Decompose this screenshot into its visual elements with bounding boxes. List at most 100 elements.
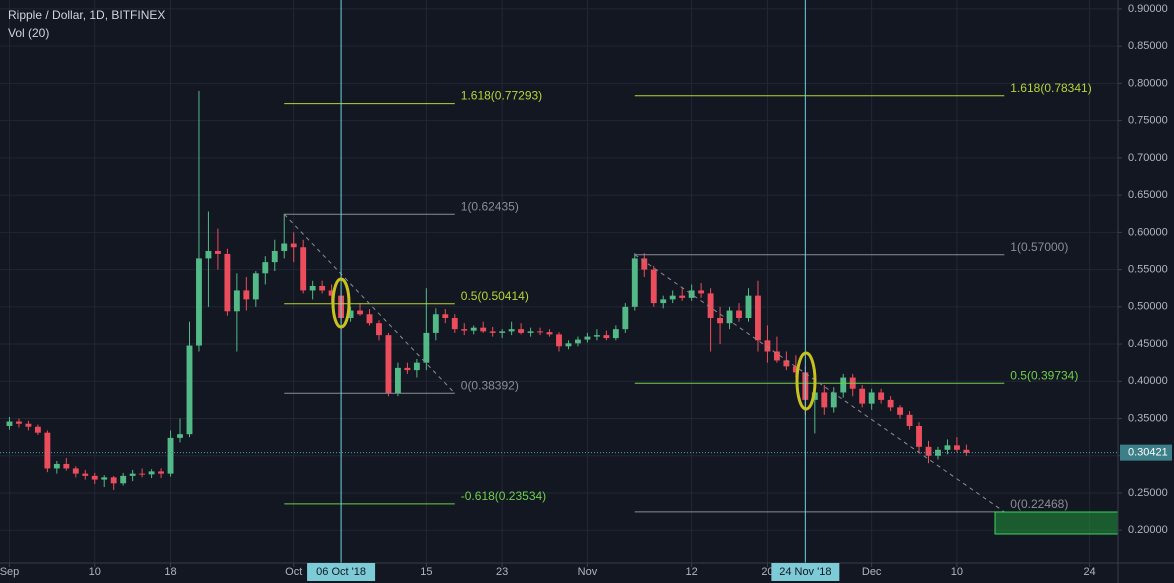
candle-body — [25, 423, 32, 427]
y-tick-label: 0.90000 — [1128, 3, 1168, 15]
candle-body — [821, 392, 828, 408]
fib-label: 1.618(0.77293) — [461, 89, 542, 103]
candle-body — [357, 310, 363, 315]
candle-body — [527, 331, 534, 333]
x-tick-label: 10 — [89, 566, 101, 578]
candle-body — [82, 473, 89, 476]
fib-label: 1(0.62435) — [461, 199, 519, 213]
fib-label: 1.618(0.78341) — [1010, 81, 1091, 95]
x-tick-label: 24 — [1083, 566, 1095, 578]
candle-body — [290, 243, 297, 248]
candle-body — [736, 310, 742, 318]
fib-trend-line — [634, 254, 1005, 513]
candle-body — [404, 367, 411, 371]
last-price-box — [1120, 444, 1172, 461]
candle-body — [603, 335, 610, 339]
candle-body — [745, 295, 752, 318]
candle-body — [897, 407, 904, 415]
candle-body — [148, 471, 155, 475]
candle-body — [110, 477, 117, 484]
candle-body — [461, 329, 468, 331]
candle-body — [556, 334, 562, 347]
x-tick-label: Nov — [578, 566, 598, 578]
y-tick-label: 0.55000 — [1128, 263, 1168, 275]
highlight-ellipse — [795, 351, 817, 411]
candle-body — [953, 445, 960, 450]
fib-trend-line — [283, 213, 456, 394]
candle-body — [376, 323, 382, 336]
y-tick-label: 0.40000 — [1128, 375, 1168, 387]
candle-body — [385, 335, 392, 394]
candle-body — [300, 247, 307, 291]
candle-body — [91, 475, 98, 480]
grid — [0, 0, 1118, 563]
last-price-label: 0.30421 — [1128, 447, 1168, 459]
cursor-label-box — [771, 563, 840, 581]
y-tick-label: 0.20000 — [1128, 524, 1168, 536]
candle-body — [53, 463, 60, 469]
candle-body — [499, 331, 506, 333]
candle-body — [394, 367, 401, 394]
candle-body — [764, 340, 771, 352]
candle-body — [413, 362, 420, 371]
y-tick-label: 0.85000 — [1128, 40, 1168, 52]
fib-label: 0.5(0.39734) — [1010, 368, 1078, 382]
candle-body — [309, 285, 316, 291]
candle-body — [205, 250, 212, 259]
candle-body — [271, 250, 278, 263]
candle-body — [508, 329, 515, 332]
candle-body — [139, 473, 146, 475]
candle-body — [755, 295, 761, 341]
candle-body — [650, 269, 657, 304]
cursor-label-box — [307, 563, 376, 581]
y-tick-label: 0.25000 — [1128, 487, 1168, 499]
plot: 1.618(0.77293) 1(0.62435) 0.5(0.50414) 0(0.… — [0, 0, 1118, 563]
highlight-ellipse — [331, 277, 351, 329]
y-tick-label: 0.50000 — [1128, 301, 1168, 313]
candle-body — [792, 366, 799, 373]
candle-body — [252, 273, 259, 300]
chart-subtitle: Vol (20) — [8, 26, 49, 40]
x-tick-label: 20 — [761, 566, 773, 578]
candle-body — [101, 477, 108, 480]
candle-body — [319, 285, 326, 291]
candle-body — [6, 421, 13, 426]
candle-body — [480, 327, 487, 332]
candle-body — [72, 468, 79, 474]
candle-body — [906, 414, 913, 426]
candle-body — [935, 449, 941, 456]
candle-body — [887, 399, 894, 408]
candle-body — [679, 295, 686, 298]
candle-body — [518, 329, 525, 333]
candle-body — [366, 314, 373, 324]
x-tick-label: Oct — [285, 566, 302, 578]
candle-body — [698, 290, 705, 294]
candle-body — [859, 388, 866, 404]
candle-body — [717, 317, 724, 324]
candle-body — [963, 449, 970, 453]
candle-body — [565, 343, 572, 347]
candle-body — [916, 425, 922, 447]
fib-label: 0(0.22468) — [1010, 497, 1068, 511]
candle-body — [593, 335, 600, 337]
candle-body — [442, 314, 449, 318]
x-tick-label: 10 — [951, 566, 963, 578]
y-tick-label: 0.80000 — [1128, 77, 1168, 89]
candle-body — [726, 310, 733, 324]
candle-body — [167, 437, 174, 474]
candle-body — [688, 290, 695, 298]
candle-body — [347, 310, 354, 318]
fib-label: 0(0.38392) — [461, 378, 519, 392]
fib-label: -0.618(0.23534) — [461, 489, 546, 503]
candle-body — [669, 295, 676, 300]
cursor-label: 06 Oct '18 — [316, 566, 366, 578]
candle-body — [34, 426, 41, 433]
candle-body — [281, 243, 288, 251]
candle-body — [16, 421, 22, 424]
candle-body — [489, 331, 496, 333]
candle-body — [120, 475, 127, 484]
candle-body — [707, 293, 714, 318]
candle-body — [177, 434, 183, 438]
candle-body — [451, 317, 458, 330]
